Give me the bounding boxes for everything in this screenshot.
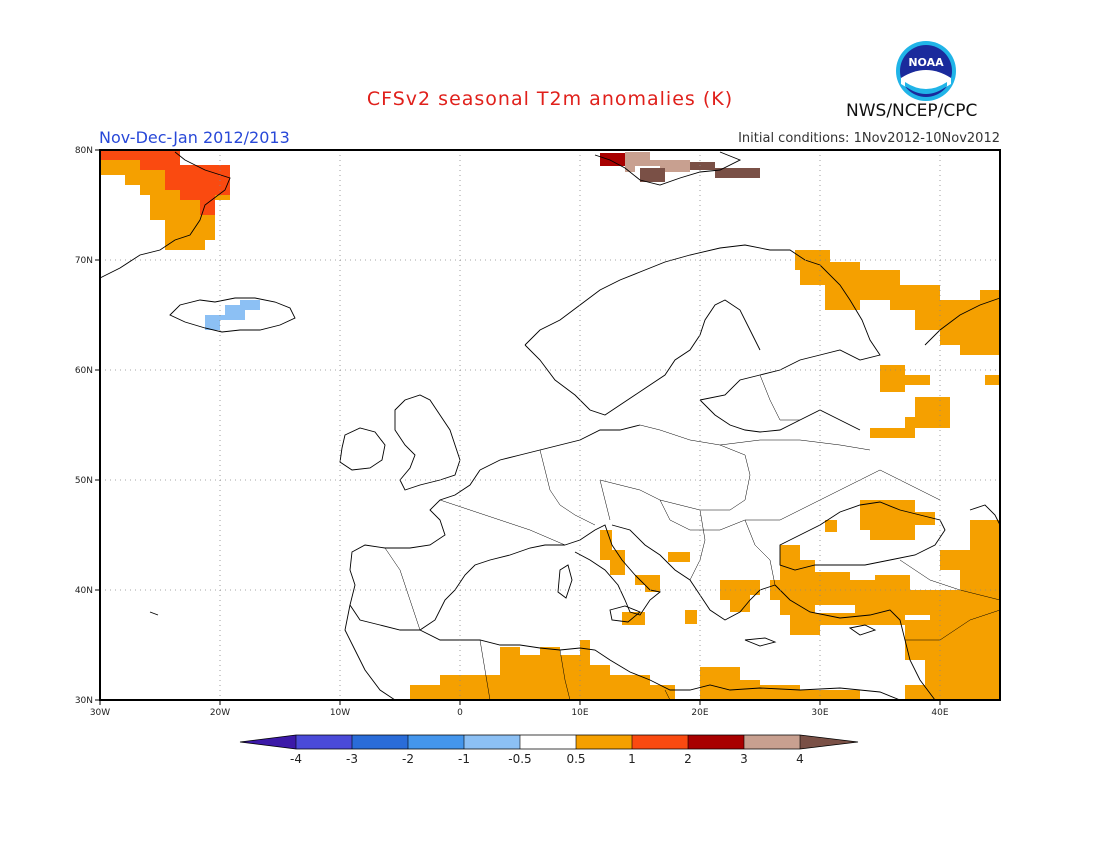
lon-tick-label: 30W: [90, 708, 110, 718]
colorbar-segment: [520, 735, 576, 749]
forecast-period: Nov-Dec-Jan 2012/2013: [99, 128, 290, 147]
colorbar-segment: [688, 735, 744, 749]
map-frame: [99, 149, 1001, 701]
lon-tick-label: 20W: [210, 708, 230, 718]
colorbar-segment: [632, 735, 688, 749]
initial-conditions: Initial conditions: 1Nov2012-10Nov2012: [738, 131, 1000, 146]
colorbar-segment: [744, 735, 800, 749]
colorbar-label: 1: [628, 752, 636, 766]
colorbar-segment: [296, 735, 352, 749]
colorbar-arrow-right: [800, 735, 858, 749]
lat-tick-label: 40N: [75, 586, 93, 596]
lon-tick-label: 10W: [330, 708, 350, 718]
colorbar-segment: [576, 735, 632, 749]
lat-tick-label: 30N: [75, 696, 93, 706]
colorbar-label: 4: [796, 752, 804, 766]
colorbar-segment: [464, 735, 520, 749]
lat-tick-label: 80N: [75, 146, 93, 156]
lon-tick-label: 0: [457, 708, 463, 718]
lon-tick-label: 10E: [571, 708, 588, 718]
lon-tick-label: 20E: [691, 708, 708, 718]
agency-label: NWS/NCEP/CPC: [846, 101, 978, 121]
colorbar: -4 -3 -2 -1 -0.5 0.5 1 2 3 4: [239, 734, 859, 766]
map-title: CFSv2 seasonal T2m anomalies (K): [366, 88, 734, 110]
colorbar-arrow-left: [240, 735, 296, 749]
colorbar-label: 3: [740, 752, 748, 766]
noaa-logo-icon: NOAA: [896, 41, 956, 101]
lon-tick-label: 30E: [811, 708, 828, 718]
lon-tick-label: 40E: [931, 708, 948, 718]
lat-tick-label: 50N: [75, 476, 93, 486]
colorbar-label: -1: [458, 752, 470, 766]
colorbar-segment: [408, 735, 464, 749]
colorbar-label: -4: [290, 752, 302, 766]
colorbar-label: -3: [346, 752, 358, 766]
lat-tick-label: 60N: [75, 366, 93, 376]
colorbar-label: 2: [684, 752, 692, 766]
colorbar-segment: [352, 735, 408, 749]
country-borders: [384, 374, 1001, 701]
anomaly-shading: [100, 150, 1000, 700]
colorbar-label: -0.5: [508, 752, 531, 766]
colorbar-label: 0.5: [566, 752, 585, 766]
colorbar-label: -2: [402, 752, 414, 766]
gridlines: [100, 150, 1000, 700]
tick-marks: [95, 149, 941, 705]
lat-tick-label: 70N: [75, 256, 93, 266]
svg-text:NOAA: NOAA: [908, 56, 944, 69]
